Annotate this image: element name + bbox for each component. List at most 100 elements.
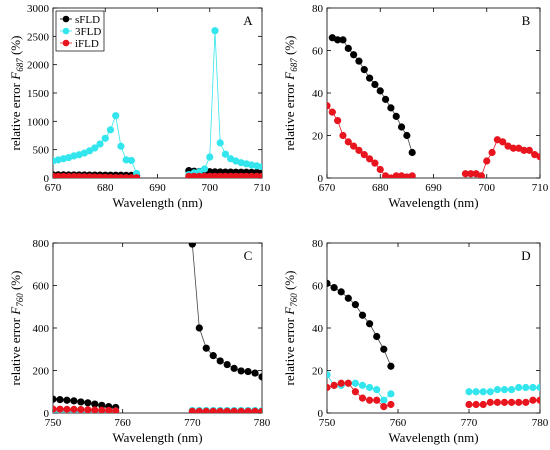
point-iFLD bbox=[472, 400, 480, 409]
y-tick-label: 60 bbox=[312, 46, 324, 58]
x-tick-label: 710 bbox=[254, 182, 271, 194]
y-tick-label: 2000 bbox=[27, 60, 50, 72]
plot-frame bbox=[326, 242, 541, 414]
point-3FLD bbox=[327, 371, 331, 379]
point-sFLD bbox=[355, 57, 363, 65]
point-sFLD bbox=[237, 367, 245, 375]
point-sFLD bbox=[371, 80, 379, 89]
point-3FLD bbox=[211, 27, 219, 35]
point-sFLD bbox=[408, 148, 416, 157]
point-sFLD bbox=[344, 294, 352, 302]
x-tick-label: 670 bbox=[319, 182, 336, 194]
point-iFLD bbox=[202, 407, 210, 413]
point-iFLD bbox=[525, 146, 533, 154]
point-sFLD bbox=[351, 301, 359, 309]
point-iFLD bbox=[133, 174, 141, 178]
point-3FLD bbox=[122, 156, 130, 164]
point-iFLD bbox=[112, 407, 120, 413]
point-3FLD bbox=[258, 163, 262, 171]
point-3FLD bbox=[479, 388, 487, 396]
legend-marker-iFLD bbox=[62, 39, 70, 47]
point-iFLD bbox=[479, 400, 487, 409]
point-iFLD bbox=[488, 148, 496, 157]
point-iFLD bbox=[258, 172, 262, 178]
point-iFLD bbox=[327, 102, 331, 110]
point-iFLD bbox=[56, 405, 64, 413]
y-tick-label: 3000 bbox=[27, 3, 50, 15]
point-3FLD bbox=[536, 383, 540, 392]
point-sFLD bbox=[381, 95, 390, 103]
point-iFLD bbox=[251, 407, 259, 413]
y-axis-label: relative error F760 (%) bbox=[282, 271, 299, 386]
point-sFLD bbox=[195, 324, 203, 332]
point-iFLD bbox=[366, 155, 374, 163]
y-tick-label: 40 bbox=[312, 323, 324, 335]
x-tick-label: 700 bbox=[479, 182, 496, 194]
point-sFLD bbox=[202, 344, 210, 352]
point-iFLD bbox=[350, 142, 358, 150]
y-axis-label: relative error F687 (%) bbox=[282, 36, 299, 151]
point-iFLD bbox=[536, 396, 540, 404]
point-iFLD bbox=[373, 396, 381, 404]
point-3FLD bbox=[117, 142, 125, 150]
x-tick-label: 690 bbox=[425, 182, 442, 194]
x-axis-label: Wavelength (nm) bbox=[112, 430, 202, 445]
point-sFLD bbox=[91, 400, 99, 408]
point-iFLD bbox=[258, 407, 262, 413]
point-3FLD bbox=[127, 156, 135, 165]
y-tick-label: 2500 bbox=[27, 31, 50, 43]
point-sFLD bbox=[387, 362, 395, 370]
panel-a: 670 680 690 700 710 0 500 1000 1500 2000 2500 3000 W… bbox=[8, 3, 271, 210]
point-sFLD bbox=[350, 51, 358, 59]
y-tick-label: 20 bbox=[312, 366, 324, 378]
point-sFLD bbox=[380, 345, 388, 353]
point-sFLD bbox=[70, 397, 78, 405]
panel-d: 750 760 770 780 0 20 40 60 80 Wavelength (nm) rela… bbox=[282, 238, 549, 445]
point-iFLD bbox=[327, 383, 331, 392]
point-sFLD bbox=[339, 36, 347, 44]
y-axis-label: relative error F760 (%) bbox=[8, 271, 25, 386]
point-iFLD bbox=[330, 381, 338, 389]
point-iFLD bbox=[98, 406, 106, 413]
point-3FLD bbox=[206, 153, 214, 161]
point-iFLD bbox=[467, 170, 475, 178]
point-iFLD bbox=[244, 407, 252, 413]
point-iFLD bbox=[237, 407, 245, 413]
point-iFLD bbox=[328, 108, 336, 116]
y-axis-label: relative error F687 (%) bbox=[8, 36, 25, 151]
y-tick-label: 0 bbox=[318, 408, 324, 420]
point-sFLD bbox=[344, 44, 352, 52]
x-tick-label: 770 bbox=[184, 417, 201, 429]
point-sFLD bbox=[223, 360, 231, 369]
point-3FLD bbox=[366, 383, 374, 392]
point-sFLD bbox=[330, 284, 338, 292]
point-sFLD bbox=[53, 395, 57, 403]
x-tick-label: 690 bbox=[149, 182, 166, 194]
series-group bbox=[53, 243, 262, 413]
y-tick-label: 0 bbox=[318, 173, 324, 185]
x-tick-label: 760 bbox=[390, 417, 407, 429]
point-iFLD bbox=[84, 406, 92, 413]
point-iFLD bbox=[223, 407, 231, 413]
point-sFLD bbox=[258, 373, 262, 381]
y-tick-label: 1500 bbox=[27, 88, 50, 100]
y-tick-label: 600 bbox=[33, 281, 50, 293]
y-tick-label: 400 bbox=[33, 323, 50, 335]
legend-label-iFLD: iFLD bbox=[75, 38, 99, 50]
point-3FLD bbox=[522, 383, 530, 392]
y-tick-label: 0 bbox=[44, 173, 50, 185]
point-iFLD bbox=[499, 138, 507, 146]
point-iFLD bbox=[344, 379, 352, 387]
x-tick-label: 750 bbox=[319, 417, 336, 429]
point-iFLD bbox=[508, 398, 516, 406]
point-3FLD bbox=[500, 386, 509, 394]
x-tick-label: 780 bbox=[254, 417, 271, 429]
x-tick-label: 770 bbox=[461, 417, 478, 429]
legend-marker-sFLD bbox=[62, 15, 70, 23]
y-tick-label: 20 bbox=[312, 131, 324, 143]
point-iFLD bbox=[53, 405, 57, 413]
point-3FLD bbox=[465, 388, 473, 396]
point-sFLD bbox=[216, 357, 224, 365]
